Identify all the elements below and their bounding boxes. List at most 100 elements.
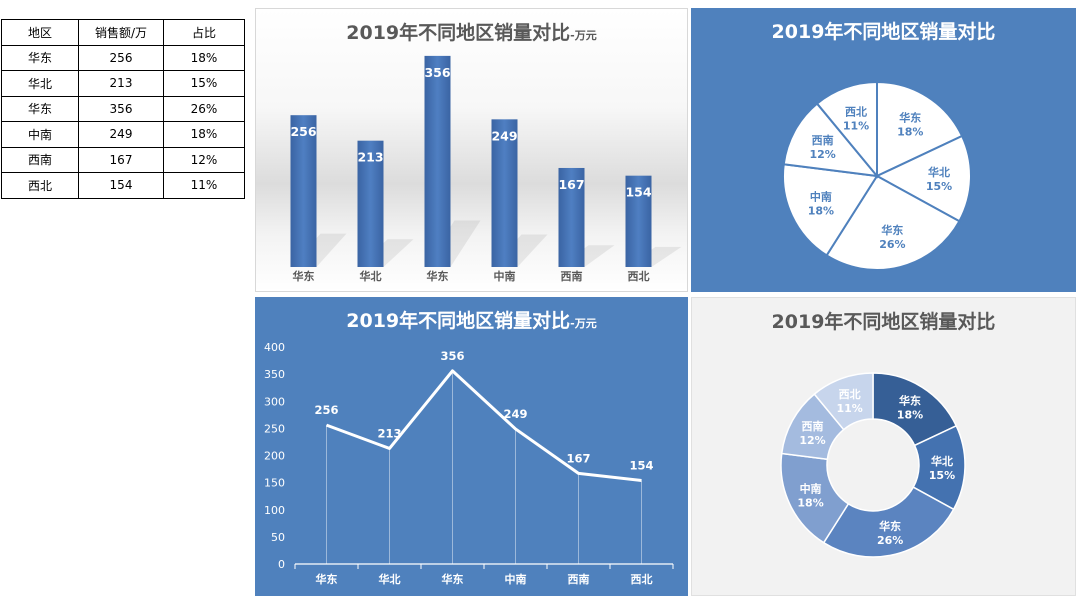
y-tick-label: 50 [271,531,285,544]
bar [625,175,652,267]
donut-percent-label: 26% [877,534,903,547]
x-tick-label: 华东 [427,269,449,283]
pie-slice [782,163,879,257]
bar [290,115,317,268]
bar [424,55,451,267]
table-cell-sales: 256 [78,44,164,71]
series-line [325,369,642,482]
pie-category-label: 西北 [845,105,867,119]
table-cell-share: 11% [163,172,245,199]
table-cell-sales: 154 [78,172,164,199]
y-tick-label: 0 [278,558,285,571]
table-cell-region: 华东 [1,44,79,71]
table-cell-share: 15% [163,70,245,97]
bar-data-label: 256 [290,124,316,139]
bar-chart-title: 2019年不同地区销量对比-万元 [256,18,687,45]
table-row: 华东 256 18% [1,44,245,71]
table-row: 华东 356 26% [1,95,245,122]
donut-percent-label: 18% [897,409,923,422]
bar-data-label: 213 [357,150,383,165]
donut-percent-label: 15% [929,469,955,482]
x-tick-label: 西南 [561,269,583,283]
donut-percent-label: 11% [836,402,862,415]
pie-category-label: 华东 [881,223,903,237]
donut-category-label: 华东 [899,394,921,408]
pie-percent-label: 18% [808,204,834,217]
table-header-cell: 地区 [1,19,79,46]
table-cell-region: 中南 [1,121,79,148]
line-data-label: 154 [629,458,653,472]
pie-percent-label: 18% [897,126,923,139]
y-tick-label: 350 [264,368,285,381]
line-chart-title-unit: -万元 [570,317,597,330]
table-row: 西北 154 11% [1,172,245,199]
table-row: 中南 249 18% [1,121,245,148]
bar-data-label: 356 [424,65,450,80]
y-tick-label: 250 [264,422,285,435]
pie-slice [782,102,880,178]
table-cell-sales: 249 [78,121,164,148]
pie-slice [876,80,964,178]
donut-chart-title: 2019年不同地区销量对比 [771,311,996,333]
table-cell-share: 18% [163,121,245,148]
pie-category-label: 西南 [812,133,834,147]
line-chart-plot: 0 50 100 150 200 250 300 350 400 256 华东 213 华北 356 华东 2… [264,341,674,586]
table-cell-region: 西南 [1,146,79,173]
pie-category-label: 华东 [899,111,921,125]
line-data-label: 213 [377,426,401,440]
line-data-label: 249 [503,407,527,421]
table-header-cell: 占比 [163,19,245,46]
bar [491,119,518,267]
donut-chart-panel: 2019年不同地区销量对比 华东 18% 华北 15% 华东 26% 中南 18% 西南 12% 西… [691,297,1076,596]
table-cell-share: 18% [163,44,245,71]
donut-category-label: 华东 [879,519,901,533]
table-cell-share: 26% [163,95,245,122]
pie-category-label: 中南 [810,189,832,203]
pie-percent-label: 12% [809,148,835,161]
table-cell-share: 12% [163,146,245,173]
line-chart-title: 2019年不同地区销量对比-万元 [255,306,688,333]
bar-chart-title-text: 2019年不同地区销量对比 [346,22,571,44]
pie-slice [874,134,972,223]
y-tick-label: 150 [264,477,285,490]
bar-data-label: 154 [625,185,651,200]
bar [357,140,384,267]
donut-category-label: 华北 [931,454,953,468]
bar-chart-title-unit: -万元 [570,29,597,42]
pie-slice [815,80,878,179]
donut-category-label: 西南 [802,419,824,433]
x-tick-label: 西北 [631,572,653,586]
bar-chart-plot: 256 华东 213 华北 356 华东 249 中南 167 西南 154 西北 [290,55,682,283]
pie-chart-panel: 2019年不同地区销量对比 华东 18% 华北 15% 华东 26% 中南 18% 西南 12% 西… [691,8,1076,292]
donut-percent-label: 18% [797,496,823,509]
donut-percent-label: 12% [799,434,825,447]
table-header-row: 地区 销售额/万 占比 [1,19,245,46]
x-tick-label: 华东 [316,572,338,586]
pie-percent-label: 26% [879,238,905,251]
line-data-label: 356 [440,349,464,363]
pie-category-label: 华北 [928,165,950,179]
y-tick-label: 300 [264,395,285,408]
y-tick-label: 400 [264,341,285,354]
table-cell-sales: 356 [78,95,164,122]
pie-percent-label: 11% [843,120,869,133]
table-row: 华北 213 15% [1,70,245,97]
x-tick-label: 华东 [442,572,464,586]
sales-data-table: 地区 销售额/万 占比 华东 256 18% 华北 213 15% 华东 356… [1,19,245,199]
bar [558,167,585,267]
line-chart-panel: 2019年不同地区销量对比-万元 0 50 100 150 200 250 300 350 40… [255,297,688,596]
table-cell-region: 西北 [1,172,79,199]
x-tick-label: 华东 [293,269,315,283]
x-tick-label: 西南 [568,572,590,586]
line-data-label: 167 [566,451,590,465]
table-header-cell: 销售额/万 [78,19,164,46]
donut-slice [822,486,955,558]
table-row: 西南 167 12% [1,146,245,173]
pie-percent-label: 15% [926,180,952,193]
table-cell-region: 华北 [1,70,79,97]
table-cell-sales: 167 [78,146,164,173]
bar-chart-panel: 2019年不同地区销量对比-万元 256 华东 213 华北 356 华东 249 中南 167… [255,8,688,292]
pie-slice [825,174,961,271]
